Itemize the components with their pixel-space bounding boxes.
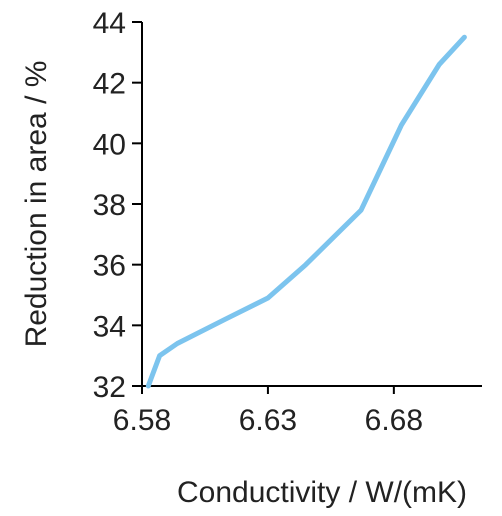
x-axis-title: Conductivity / W/(mK) — [177, 476, 467, 509]
y-tick-label: 34 — [93, 310, 126, 343]
x-tick-label: 6.58 — [113, 404, 171, 437]
x-tick-label: 6.68 — [365, 404, 423, 437]
y-tick-label: 44 — [93, 7, 126, 40]
y-axis-title: Reduction in area / % — [20, 61, 53, 348]
y-axis-ticks: 32 34 36 38 40 42 44 — [93, 7, 142, 404]
plot-area: 32 34 36 38 40 42 44 6.58 6.63 6.68 — [93, 7, 482, 437]
x-tick-label: 6.63 — [239, 404, 297, 437]
y-tick-label: 38 — [93, 189, 126, 222]
y-tick-label: 40 — [93, 128, 126, 161]
series-layer — [145, 34, 467, 389]
y-tick-label: 32 — [93, 371, 126, 404]
x-axis-ticks: 6.58 6.63 6.68 — [113, 386, 423, 437]
y-tick-label: 42 — [93, 68, 126, 101]
series-line — [145, 34, 467, 389]
y-tick-label: 36 — [93, 250, 126, 283]
